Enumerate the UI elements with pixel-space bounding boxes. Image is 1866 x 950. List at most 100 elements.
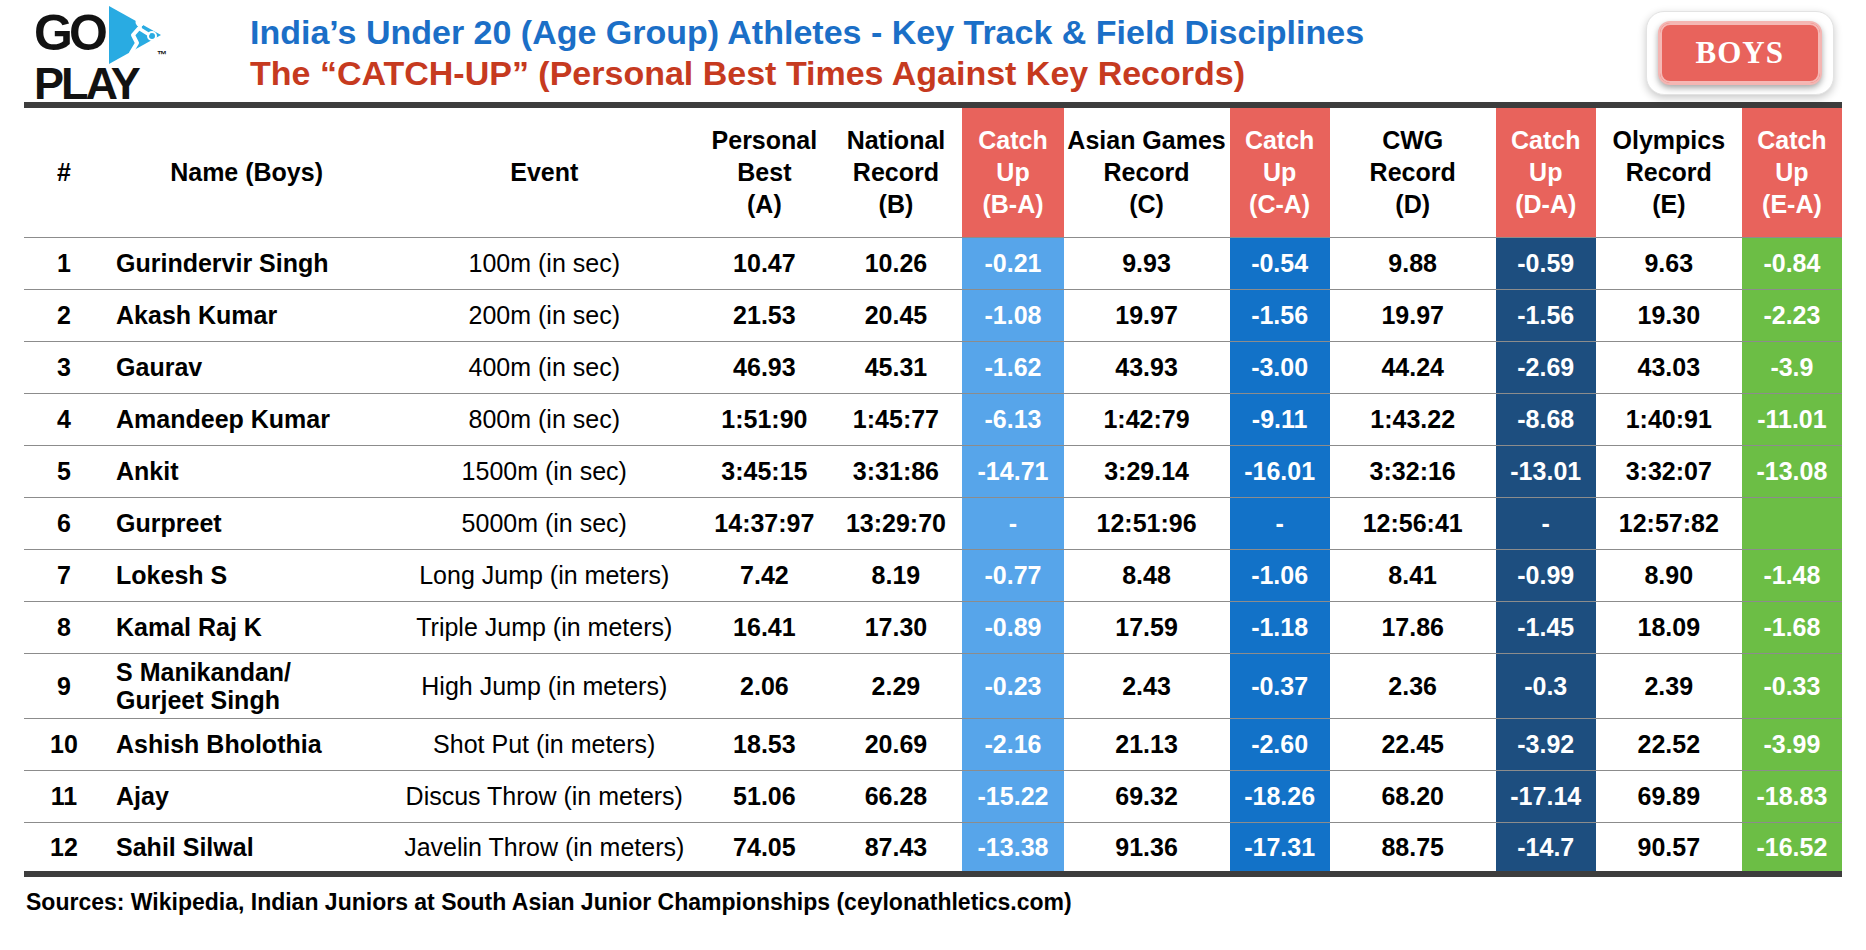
cell-cwg: 19.97 [1330,289,1496,341]
cell-event: 200m (in sec) [389,289,699,341]
cell-olympics: 3:32:07 [1596,445,1742,497]
cell-national_record: 2.29 [829,653,962,718]
cell-event: 5000m (in sec) [389,497,699,549]
play-triangle-icon [107,5,163,65]
title-block: India’s Under 20 (Age Group) Athletes - … [250,13,1646,92]
table-row: 4Amandeep Kumar800m (in sec)1:51:901:45:… [24,393,1842,445]
cell-national_record: 45.31 [829,341,962,393]
header: GO ™ PLAY India’s Under 20 (Age Group) A… [0,0,1866,102]
cell-olympics: 1:40:91 [1596,393,1742,445]
table-row: 9S Manikandan/ Gurjeet SinghHigh Jump (i… [24,653,1842,718]
cell-national_record: 66.28 [829,770,962,822]
cell-national_record: 20.69 [829,718,962,770]
cell-catchup_da: -0.3 [1496,653,1596,718]
cell-catchup_da: -2.69 [1496,341,1596,393]
cell-personal_best: 1:51:90 [699,393,829,445]
cell-catchup_ea: -1.48 [1742,549,1842,601]
cell-national_record: 20.45 [829,289,962,341]
cell-event: 100m (in sec) [389,237,699,289]
cell-name: Gaurav [104,341,389,393]
cell-num: 2 [24,289,104,341]
cell-national_record: 13:29:70 [829,497,962,549]
cell-catchup_ea: -1.68 [1742,601,1842,653]
cell-num: 4 [24,393,104,445]
cell-catchup_ca: -17.31 [1230,822,1330,874]
cell-catchup_ea: -11.01 [1742,393,1842,445]
cell-num: 12 [24,822,104,874]
cell-catchup_ca: -1.06 [1230,549,1330,601]
cell-national_record: 1:45:77 [829,393,962,445]
logo-trademark: ™ [157,51,167,59]
table-row: 10Ashish BholothiaShot Put (in meters)18… [24,718,1842,770]
cell-national_record: 17.30 [829,601,962,653]
cell-catchup_ea [1742,497,1842,549]
cell-asian_games: 17.59 [1064,601,1230,653]
cell-catchup_ba: -6.13 [962,393,1063,445]
cell-catchup_ba: -0.21 [962,237,1063,289]
column-header-olympics: Olympics Record (E) [1596,105,1742,237]
column-header-catchup_ea: Catch Up (E-A) [1742,105,1842,237]
cell-cwg: 68.20 [1330,770,1496,822]
column-header-event: Event [389,105,699,237]
cell-event: 1500m (in sec) [389,445,699,497]
cell-cwg: 3:32:16 [1330,445,1496,497]
cell-catchup_ca: -2.60 [1230,718,1330,770]
table-row: 2Akash Kumar200m (in sec)21.5320.45-1.08… [24,289,1842,341]
cell-name: Sahil Silwal [104,822,389,874]
cell-cwg: 44.24 [1330,341,1496,393]
cell-asian_games: 21.13 [1064,718,1230,770]
cell-catchup_ba: -2.16 [962,718,1063,770]
page-subtitle: The “CATCH-UP” (Personal Best Times Agai… [250,54,1646,93]
cell-catchup_ea: -3.9 [1742,341,1842,393]
cell-event: High Jump (in meters) [389,653,699,718]
cell-asian_games: 3:29.14 [1064,445,1230,497]
cell-event: Shot Put (in meters) [389,718,699,770]
cell-num: 5 [24,445,104,497]
cell-personal_best: 46.93 [699,341,829,393]
cell-name: Gurindervir Singh [104,237,389,289]
column-header-catchup_ca: Catch Up (C-A) [1230,105,1330,237]
boys-button[interactable]: BOYS [1658,21,1822,85]
table-row: 5Ankit1500m (in sec)3:45:153:31:86-14.71… [24,445,1842,497]
records-table: #Name (Boys)EventPersonal Best (A)Nation… [24,102,1842,877]
cell-name: Ankit [104,445,389,497]
cell-num: 8 [24,601,104,653]
cell-event: Discus Throw (in meters) [389,770,699,822]
cell-personal_best: 74.05 [699,822,829,874]
cell-asian_games: 12:51:96 [1064,497,1230,549]
cell-catchup_ea: -13.08 [1742,445,1842,497]
column-header-personal_best: Personal Best (A) [699,105,829,237]
cell-name: S Manikandan/ Gurjeet Singh [104,653,389,718]
cell-personal_best: 14:37:97 [699,497,829,549]
cell-personal_best: 7.42 [699,549,829,601]
cell-olympics: 22.52 [1596,718,1742,770]
cell-asian_games: 2.43 [1064,653,1230,718]
cell-catchup_ea: -0.33 [1742,653,1842,718]
cell-catchup_da: -1.45 [1496,601,1596,653]
cell-olympics: 9.63 [1596,237,1742,289]
cell-catchup_ca: -0.54 [1230,237,1330,289]
logo-text-play: PLAY [34,66,224,103]
cell-personal_best: 51.06 [699,770,829,822]
goplay-logo: GO ™ PLAY [34,3,224,103]
cell-catchup_ea: -18.83 [1742,770,1842,822]
cell-catchup_ca: -16.01 [1230,445,1330,497]
column-header-national_record: National Record (B) [829,105,962,237]
table-row: 1Gurindervir Singh100m (in sec)10.4710.2… [24,237,1842,289]
cell-catchup_ca: -1.18 [1230,601,1330,653]
cell-catchup_ca: - [1230,497,1330,549]
cell-cwg: 22.45 [1330,718,1496,770]
sources-note: Sources: Wikipedia, Indian Juniors at So… [26,889,1866,916]
cell-num: 6 [24,497,104,549]
cell-catchup_da: -8.68 [1496,393,1596,445]
cell-catchup_da: -1.56 [1496,289,1596,341]
cell-olympics: 12:57:82 [1596,497,1742,549]
page-title: India’s Under 20 (Age Group) Athletes - … [250,13,1646,52]
cell-national_record: 8.19 [829,549,962,601]
cell-catchup_da: -0.59 [1496,237,1596,289]
table-row: 8Kamal Raj KTriple Jump (in meters)16.41… [24,601,1842,653]
column-header-num: # [24,105,104,237]
cell-personal_best: 2.06 [699,653,829,718]
table-row: 7Lokesh SLong Jump (in meters)7.428.19-0… [24,549,1842,601]
cell-name: Ashish Bholothia [104,718,389,770]
